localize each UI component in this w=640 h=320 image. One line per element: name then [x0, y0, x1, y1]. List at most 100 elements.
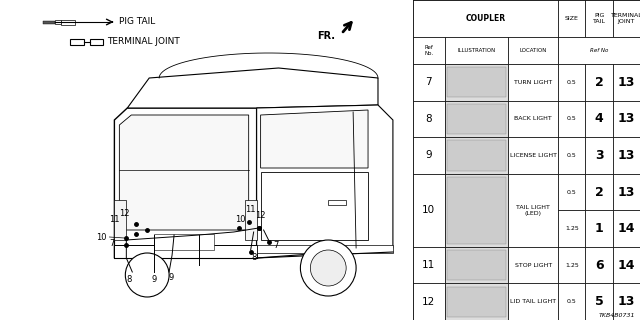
Bar: [445, 247, 508, 284]
Text: 12: 12: [422, 297, 435, 307]
Bar: [115, 245, 257, 258]
Bar: [586, 284, 612, 320]
Text: 0.5: 0.5: [567, 189, 577, 195]
Text: 11: 11: [422, 260, 435, 270]
Text: ILLUSTRATION: ILLUSTRATION: [458, 48, 495, 53]
Circle shape: [125, 253, 169, 297]
Text: Ref No: Ref No: [590, 48, 608, 53]
Text: 0.5: 0.5: [567, 153, 577, 158]
Text: 9: 9: [426, 150, 432, 160]
Text: 6: 6: [595, 259, 604, 272]
Text: 2: 2: [595, 76, 604, 89]
Text: LICENSE LIGHT: LICENSE LIGHT: [509, 153, 557, 158]
Bar: [612, 210, 640, 247]
Bar: [447, 287, 506, 317]
Text: 13: 13: [618, 186, 635, 198]
Text: PIG TAIL: PIG TAIL: [120, 18, 156, 27]
Bar: [154, 234, 214, 250]
Bar: [612, 100, 640, 137]
Text: TKB4B0731: TKB4B0731: [599, 313, 636, 318]
Bar: [413, 284, 445, 320]
Bar: [70, 39, 84, 45]
Bar: [612, 64, 640, 100]
Polygon shape: [257, 105, 393, 258]
Bar: [61, 20, 75, 25]
Bar: [54, 20, 61, 24]
Bar: [115, 200, 126, 240]
Text: 10: 10: [96, 233, 106, 242]
Circle shape: [310, 250, 346, 286]
Bar: [508, 137, 558, 174]
Text: 13: 13: [618, 149, 635, 162]
Bar: [413, 64, 445, 100]
Bar: [558, 210, 586, 247]
Bar: [413, 247, 445, 284]
Bar: [586, 247, 612, 284]
Bar: [558, 100, 586, 137]
Text: COUPLER: COUPLER: [465, 14, 506, 23]
Bar: [328, 200, 346, 205]
Bar: [413, 37, 445, 64]
Bar: [586, 137, 612, 174]
Text: 0.5: 0.5: [567, 116, 577, 121]
Text: BACK LIGHT: BACK LIGHT: [515, 116, 552, 121]
Bar: [445, 37, 508, 64]
Bar: [508, 284, 558, 320]
Bar: [558, 37, 640, 64]
Polygon shape: [260, 172, 368, 240]
Bar: [586, 64, 612, 100]
Polygon shape: [260, 110, 368, 168]
Text: 10: 10: [236, 215, 246, 225]
Text: LID TAIL LIGHT: LID TAIL LIGHT: [510, 299, 556, 304]
Text: FR.: FR.: [317, 31, 335, 41]
Bar: [612, 284, 640, 320]
Text: 3: 3: [595, 149, 604, 162]
Polygon shape: [127, 68, 378, 108]
Text: TERMINAL
JOINT: TERMINAL JOINT: [611, 13, 640, 24]
Text: 9: 9: [152, 276, 157, 284]
Bar: [586, 0, 612, 37]
Bar: [445, 100, 508, 137]
Text: 14: 14: [618, 222, 635, 235]
Text: TERMINAL JOINT: TERMINAL JOINT: [108, 37, 180, 46]
Bar: [244, 200, 257, 240]
Text: 2: 2: [595, 186, 604, 198]
Bar: [447, 104, 506, 134]
Text: 1: 1: [595, 222, 604, 235]
Bar: [612, 137, 640, 174]
Text: 8: 8: [426, 114, 432, 124]
Text: 11: 11: [109, 215, 120, 225]
Bar: [558, 0, 586, 37]
Text: Ref
No.: Ref No.: [424, 45, 433, 56]
Text: 0.5: 0.5: [567, 299, 577, 304]
Text: 7: 7: [426, 77, 432, 87]
Text: 13: 13: [618, 112, 635, 125]
Text: TAIL LIGHT
(LED): TAIL LIGHT (LED): [516, 205, 550, 216]
Text: PIG
TAIL: PIG TAIL: [593, 13, 605, 24]
Bar: [586, 100, 612, 137]
Bar: [413, 137, 445, 174]
Bar: [90, 39, 104, 45]
Text: 8: 8: [127, 276, 132, 284]
Bar: [447, 250, 506, 280]
Circle shape: [300, 240, 356, 296]
Text: 12: 12: [255, 211, 266, 220]
Text: 14: 14: [618, 259, 635, 272]
Bar: [257, 245, 393, 253]
Polygon shape: [115, 108, 257, 258]
Text: 1.25: 1.25: [565, 263, 579, 268]
Bar: [413, 174, 445, 247]
Text: 1.25: 1.25: [565, 226, 579, 231]
Bar: [445, 174, 508, 247]
Bar: [445, 64, 508, 100]
Bar: [612, 247, 640, 284]
Bar: [558, 174, 586, 210]
Bar: [413, 100, 445, 137]
Text: STOP LIGHT: STOP LIGHT: [515, 263, 552, 268]
Bar: [447, 67, 506, 97]
Bar: [612, 174, 640, 210]
Text: TURN LIGHT: TURN LIGHT: [514, 80, 552, 85]
Text: 13: 13: [618, 295, 635, 308]
Text: 10: 10: [422, 205, 435, 215]
Bar: [445, 284, 508, 320]
